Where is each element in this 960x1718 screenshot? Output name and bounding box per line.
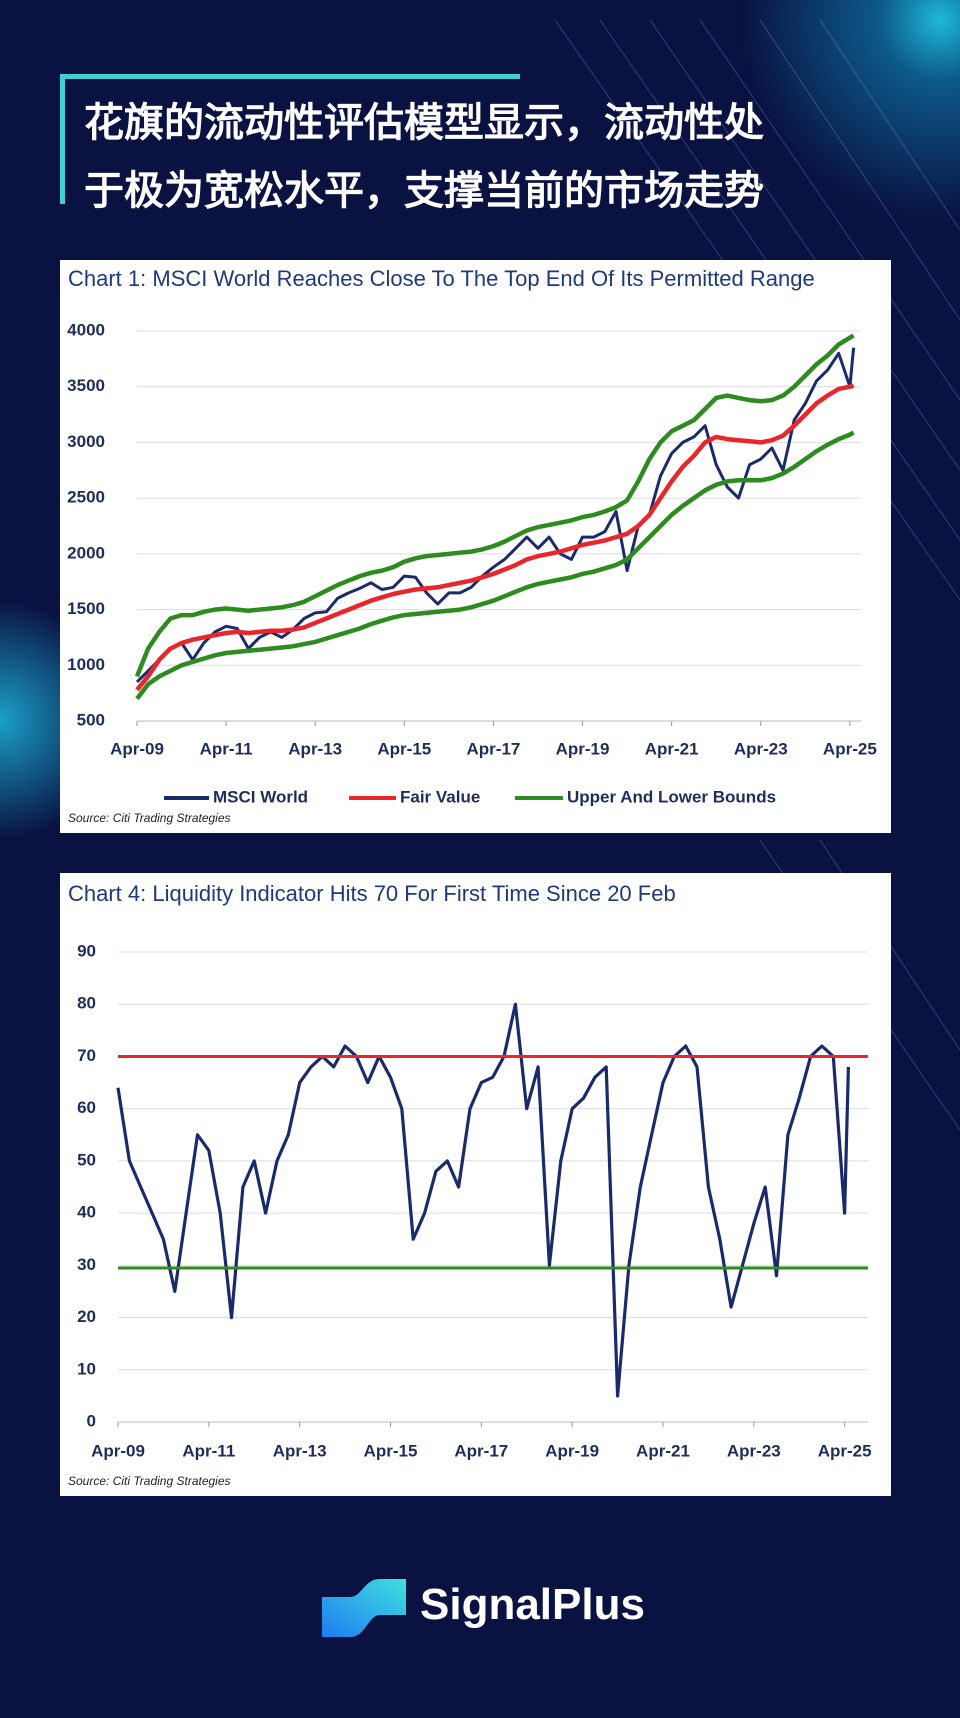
chart-title: Chart 4: Liquidity Indicator Hits 70 For…: [68, 881, 676, 906]
title-box: 花旗的流动性评估模型显示，流动性处 于极为宽松水平，支撑当前的市场走势: [60, 74, 930, 214]
y-tick-label: 1000: [67, 655, 105, 674]
x-tick-label: Apr-09: [110, 739, 164, 758]
x-tick-label: Apr-17: [454, 1441, 508, 1460]
x-tick-label: Apr-15: [377, 739, 431, 758]
source-note: Source: Citi Trading Strategies: [68, 1474, 231, 1488]
brand-name: SignalPlus: [420, 1580, 645, 1629]
y-tick-label: 500: [77, 710, 105, 729]
y-tick-label: 80: [77, 994, 96, 1013]
x-tick-label: Apr-15: [364, 1441, 418, 1460]
chart: Chart 4: Liquidity Indicator Hits 70 For…: [68, 881, 872, 1488]
x-tick-label: Apr-21: [636, 1441, 690, 1460]
y-tick-label: 60: [77, 1098, 96, 1117]
legend-label: MSCI World: [213, 787, 308, 806]
x-tick-label: Apr-13: [273, 1441, 327, 1460]
series-line: [116, 1002, 850, 1398]
y-tick-label: 3000: [67, 432, 105, 451]
headline: 于极为宽松水平，支撑当前的市场走势: [84, 168, 764, 214]
y-tick-label: 3500: [67, 376, 105, 395]
y-tick-label: 50: [77, 1150, 96, 1169]
x-tick-label: Apr-13: [288, 739, 342, 758]
x-tick-label: Apr-25: [818, 1441, 872, 1460]
series-line: [135, 347, 856, 684]
x-tick-label: Apr-19: [545, 1441, 599, 1460]
x-tick-label: Apr-11: [200, 739, 253, 758]
series-line: [135, 383, 855, 692]
y-tick-label: 2500: [67, 488, 105, 507]
y-tick-label: 20: [77, 1307, 96, 1326]
legend-label: Upper And Lower Bounds: [567, 787, 776, 806]
y-tick-label: 0: [87, 1411, 96, 1430]
x-tick-label: Apr-21: [645, 739, 699, 758]
x-tick-label: Apr-17: [467, 739, 521, 758]
accent-bar: [60, 74, 65, 204]
y-tick-label: 1500: [67, 599, 105, 618]
x-tick-label: Apr-23: [727, 1441, 781, 1460]
chart-title: Chart 1: MSCI World Reaches Close To The…: [68, 266, 815, 291]
x-tick-label: Apr-11: [182, 1441, 235, 1460]
y-tick-label: 10: [77, 1359, 96, 1378]
y-tick-label: 90: [77, 941, 96, 960]
x-tick-label: Apr-23: [734, 739, 788, 758]
y-tick-label: 30: [77, 1255, 96, 1274]
y-tick-label: 40: [77, 1203, 96, 1222]
y-tick-label: 70: [77, 1046, 96, 1065]
series-line: [135, 430, 855, 701]
legend-label: Fair Value: [400, 787, 480, 806]
source-note: Source: Citi Trading Strategies: [68, 811, 231, 825]
series-line: [134, 333, 855, 678]
headline: 花旗的流动性评估模型显示，流动性处: [84, 100, 764, 146]
chart: Chart 1: MSCI World Reaches Close To The…: [67, 266, 877, 825]
x-tick-label: Apr-19: [556, 739, 610, 758]
y-tick-label: 2000: [67, 543, 105, 562]
chart-panel: Chart 1: MSCI World Reaches Close To The…: [60, 260, 891, 833]
y-tick-label: 4000: [67, 320, 105, 339]
x-tick-label: Apr-25: [823, 739, 877, 758]
accent-bar: [60, 74, 520, 79]
chart-panel: Chart 4: Liquidity Indicator Hits 70 For…: [60, 873, 891, 1496]
brand-logo: [322, 1579, 406, 1637]
x-tick-label: Apr-09: [91, 1441, 145, 1460]
